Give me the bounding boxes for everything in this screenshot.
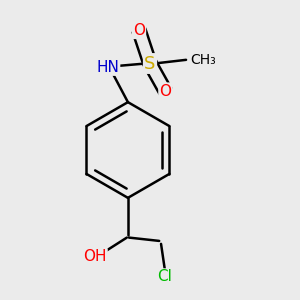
Text: HN: HN (96, 60, 119, 75)
Text: CH₃: CH₃ (190, 53, 216, 67)
Text: S: S (144, 55, 156, 73)
Text: OH: OH (83, 249, 106, 264)
Text: O: O (160, 84, 172, 99)
Text: O: O (133, 23, 145, 38)
Text: Cl: Cl (157, 269, 172, 284)
